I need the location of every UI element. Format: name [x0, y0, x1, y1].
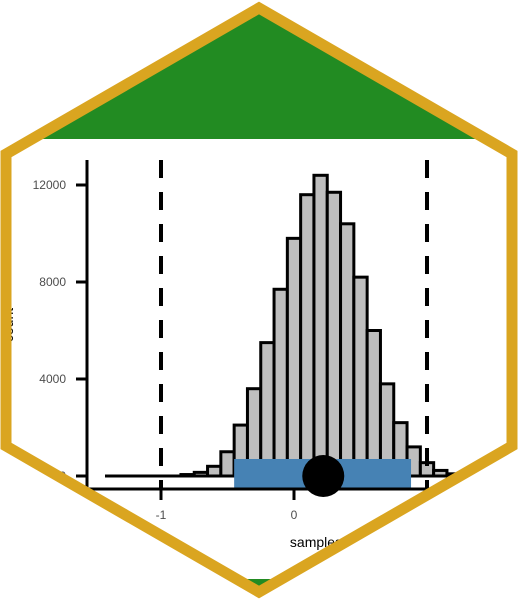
histogram-bar: [192, 470, 210, 478]
histogram-bar: [219, 450, 236, 478]
histogram-bar: [259, 341, 276, 478]
y-tick-label: 8000: [39, 275, 66, 289]
x-tick-label: 1: [424, 508, 431, 522]
dashed-reference-lines: [159, 160, 429, 489]
histogram-bar: [352, 275, 369, 478]
histogram-bar: [325, 190, 343, 478]
y-tick-label: 12000: [33, 178, 67, 192]
histogram-bar: [365, 329, 382, 478]
histogram-bar: [299, 193, 316, 478]
x-tick-label: -1: [156, 508, 167, 522]
histogram-bar: [312, 173, 329, 478]
histogram-bar: [432, 468, 449, 478]
x-tick-label: 0: [291, 508, 298, 522]
histogram-bar: [285, 236, 303, 478]
point-estimate-dot: [302, 455, 345, 497]
histogram-bar: [339, 222, 356, 478]
histogram-bars: [105, 173, 512, 478]
y-tick-label: 4000: [39, 372, 66, 386]
histogram-bar: [179, 473, 196, 478]
histogram-bar: [272, 287, 289, 478]
histogram-bar: [206, 464, 223, 478]
